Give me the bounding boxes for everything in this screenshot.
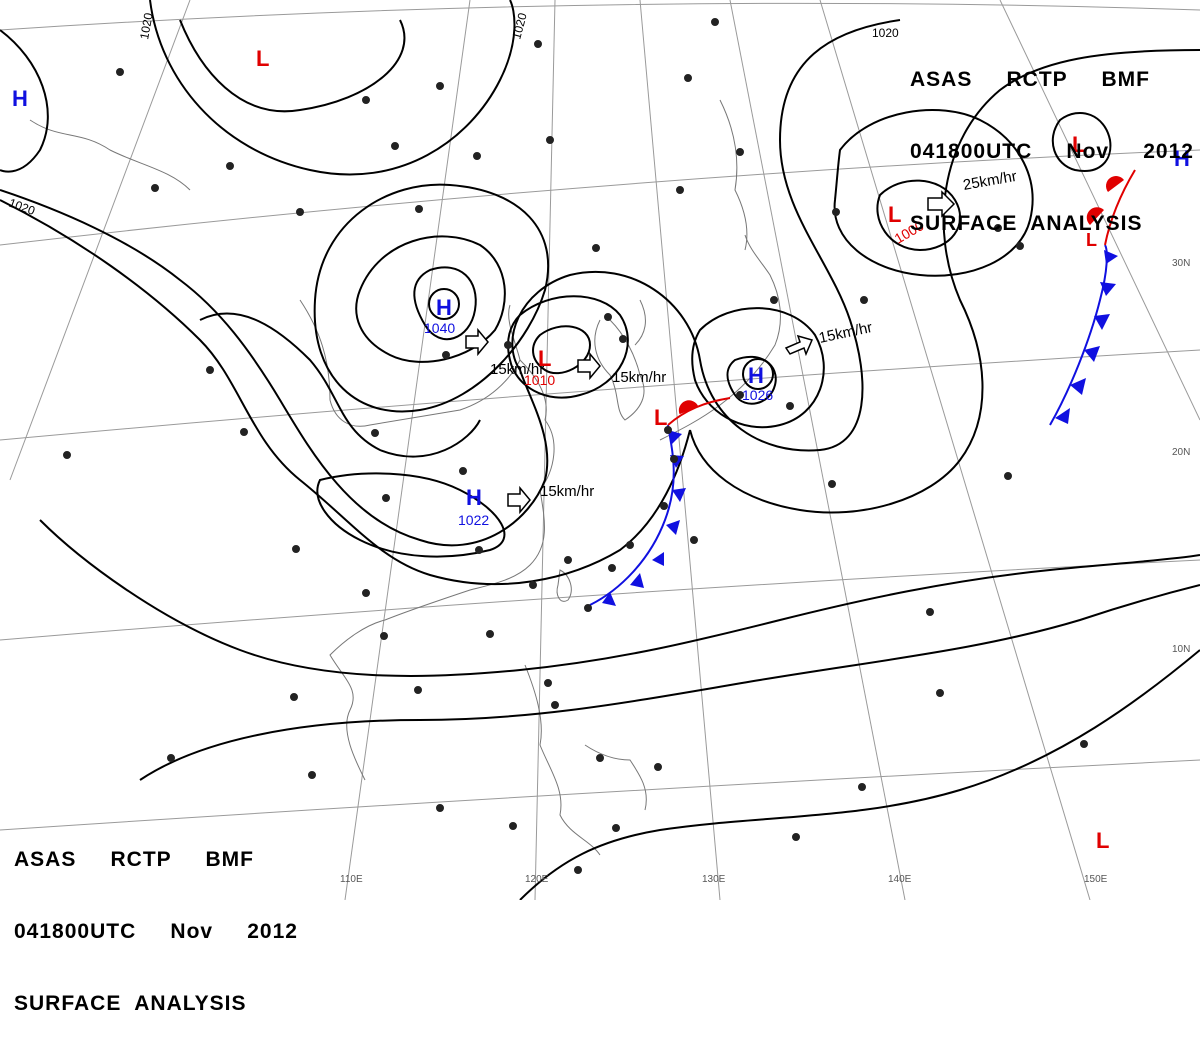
header-line-time: 041800UTC Nov 2012	[14, 920, 298, 943]
low-center-mark: L	[654, 405, 667, 430]
warm-front-line	[1104, 169, 1136, 246]
cold-front-barb	[1104, 250, 1118, 264]
cold-front-barb	[1055, 408, 1070, 424]
cold-front-barb	[1084, 346, 1100, 362]
cold-front-barb	[666, 520, 680, 535]
latitude-label: 30N	[1172, 258, 1190, 269]
longitude-label: 150E	[1084, 874, 1108, 885]
cold-front-barb	[652, 552, 664, 566]
longitude-label: 130E	[702, 874, 726, 885]
isobar-label: 1020	[137, 11, 155, 40]
isobars	[0, 0, 1200, 900]
cold-front-line	[589, 424, 675, 606]
header-line-title: SURFACE ANALYSIS	[14, 992, 247, 1015]
cold-front-barb	[1094, 314, 1110, 330]
chart-header-bottom: ASAS RCTP BMF 041800UTC Nov 2012 SURFACE…	[14, 800, 298, 1040]
low-center-mark: L	[1096, 828, 1109, 853]
longitude-label: 120E	[525, 874, 549, 885]
chart-header-top: ASAS RCTP BMF 041800UTC Nov 2012 SURFACE…	[910, 20, 1194, 260]
header-line-time: 041800UTC Nov 2012	[910, 140, 1194, 163]
cold-front-barb	[630, 573, 644, 588]
high-center-mark: H	[12, 86, 28, 111]
motion-arrow	[577, 351, 601, 381]
cold-front-barb	[1070, 378, 1086, 395]
low-center-mark: L	[888, 202, 901, 227]
warm-front-bulb	[678, 400, 699, 415]
isobar-label: 1020	[872, 26, 899, 40]
high-center-mark: H	[436, 295, 452, 320]
high-center-pressure: 1022	[458, 512, 489, 528]
center-ring	[428, 288, 460, 320]
high-center-mark: H	[1174, 146, 1190, 171]
cold-front-barb	[668, 430, 682, 444]
warm-front-bulb	[1106, 176, 1124, 192]
pressure-centers: H L H 1040 L 1010 H 1022 H 1026 L 1000 L…	[12, 46, 1190, 853]
low-center-mark: L	[538, 346, 551, 371]
latitude-grid	[0, 2, 1200, 831]
fronts	[589, 169, 1136, 606]
longitude-grid	[9, 0, 1200, 900]
warm-front-bulb	[1086, 207, 1104, 225]
station-plots	[63, 18, 1088, 874]
longitude-label: 110E	[340, 874, 363, 885]
low-center-mark: L	[1072, 132, 1085, 157]
grid-labels: 110E 120E 130E 140E 150E 30N 20N 10N	[340, 258, 1190, 885]
header-line-source: ASAS RCTP BMF	[14, 848, 254, 871]
latitude-label: 20N	[1172, 447, 1190, 458]
header-line-source: ASAS RCTP BMF	[910, 68, 1150, 91]
isobar-labels: 1020 1020 1020 1020	[7, 11, 899, 218]
high-center-mark: H	[748, 363, 764, 388]
center-ring	[742, 358, 774, 390]
motion-speed: 15km/hr	[490, 361, 544, 378]
high-center-mark: H	[466, 485, 482, 510]
cold-front-barb	[602, 592, 616, 606]
header-line-title: SURFACE ANALYSIS	[910, 212, 1143, 235]
cold-front-barb	[1100, 282, 1116, 296]
low-center-mark: L	[256, 46, 269, 71]
latitude-label: 10N	[1172, 644, 1190, 655]
high-center-pressure: 1040	[424, 320, 455, 336]
coastlines	[29, 99, 781, 856]
low-center-mark: L	[1086, 230, 1097, 250]
motion-arrow	[507, 485, 531, 515]
motion-arrow	[465, 327, 489, 357]
high-center-pressure: 1026	[742, 387, 773, 403]
weather-map: 1020 1020 1020 1020 H L H 1040 L 1010 H	[0, 0, 1200, 900]
motion-arrow	[927, 190, 956, 218]
motion-arrow	[784, 334, 814, 357]
motion-speed: 15km/hr	[540, 483, 594, 500]
cold-front-barb	[672, 488, 686, 502]
motion-speed: 15km/hr	[612, 369, 666, 386]
low-center-pressure: 1010	[524, 372, 555, 388]
longitude-label: 140E	[888, 874, 912, 885]
isobar-label: 1020	[509, 11, 530, 41]
